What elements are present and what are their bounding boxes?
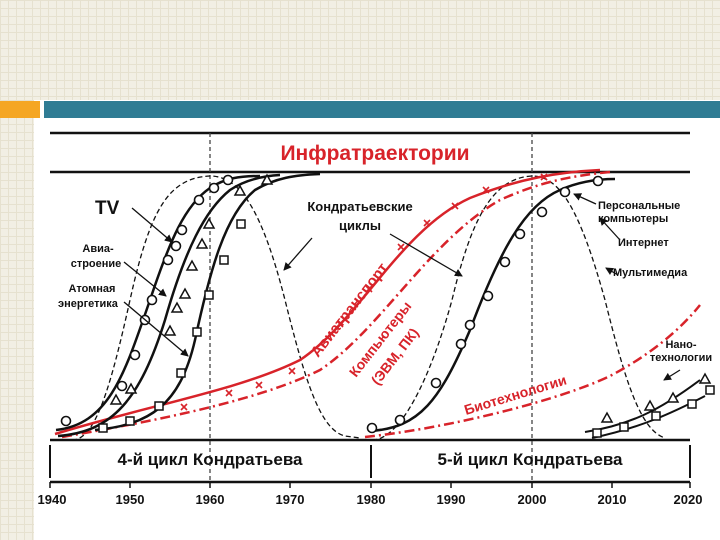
biotech-curve (364, 304, 701, 439)
kondratiev-wave-2 (371, 175, 666, 441)
accent-bar-orange (0, 101, 40, 118)
diagram-canvas: Инфратраектории TV Авиа- строение Атомна… (38, 131, 715, 507)
label-cycle-4: 4-й цикл Кондратьева (118, 450, 304, 469)
label-arrows (123, 193, 681, 381)
year-label: 2000 (518, 492, 547, 507)
accent-bar-teal (44, 101, 720, 118)
label-biotech: Биотехнологии (462, 372, 568, 418)
year-label: 1960 (196, 492, 225, 507)
year-label: 1940 (38, 492, 67, 507)
square-markers (98, 219, 715, 438)
infratrajectories-diagram: Инфратраектории TV Авиа- строение Атомна… (34, 128, 720, 540)
background-pattern-left (0, 100, 34, 540)
year-label: 1980 (357, 492, 386, 507)
label-nuclear-line1: Атомная (69, 283, 116, 295)
air-transport-markers (180, 173, 548, 411)
label-pc-line2: компьютеры (598, 213, 668, 225)
label-multimedia: Мультимедиа (613, 267, 688, 279)
label-internet: Интернет (618, 237, 669, 249)
nuclear-energy-curve (94, 172, 321, 432)
triangle-markers (109, 173, 712, 423)
label-nano-line2: технологии (650, 352, 712, 364)
year-label: 2020 (674, 492, 703, 507)
year-ticks (49, 482, 691, 488)
aviation-building-curve (57, 173, 281, 438)
diagram-title: Инфратраектории (280, 142, 469, 165)
label-pc-line1: Персональные (598, 200, 680, 212)
label-aviation-line1: Авиа- (82, 243, 114, 255)
pc-curve (369, 177, 616, 433)
label-nano-line1: Нано- (665, 339, 696, 351)
year-label: 1990 (437, 492, 466, 507)
label-cycle-5: 5-й цикл Кондратьева (438, 450, 624, 469)
circle-markers (60, 174, 604, 434)
label-nuclear-line2: энергетика (58, 298, 119, 310)
label-aviation-line2: строение (71, 258, 122, 270)
year-label: 1970 (276, 492, 305, 507)
label-kondratiev-line1: Кондратьевские (307, 199, 412, 214)
year-labels: 1940 1950 1960 1970 1980 1990 2000 2010 … (38, 492, 703, 507)
computers-curve (61, 170, 611, 439)
air-transport-curve (54, 168, 601, 436)
background-pattern-top (0, 0, 720, 100)
label-kondratiev-line2: циклы (339, 218, 381, 233)
year-label: 1950 (116, 492, 145, 507)
label-tv: TV (95, 198, 120, 219)
kondratiev-wave-1 (71, 175, 361, 441)
year-label: 2010 (598, 492, 627, 507)
